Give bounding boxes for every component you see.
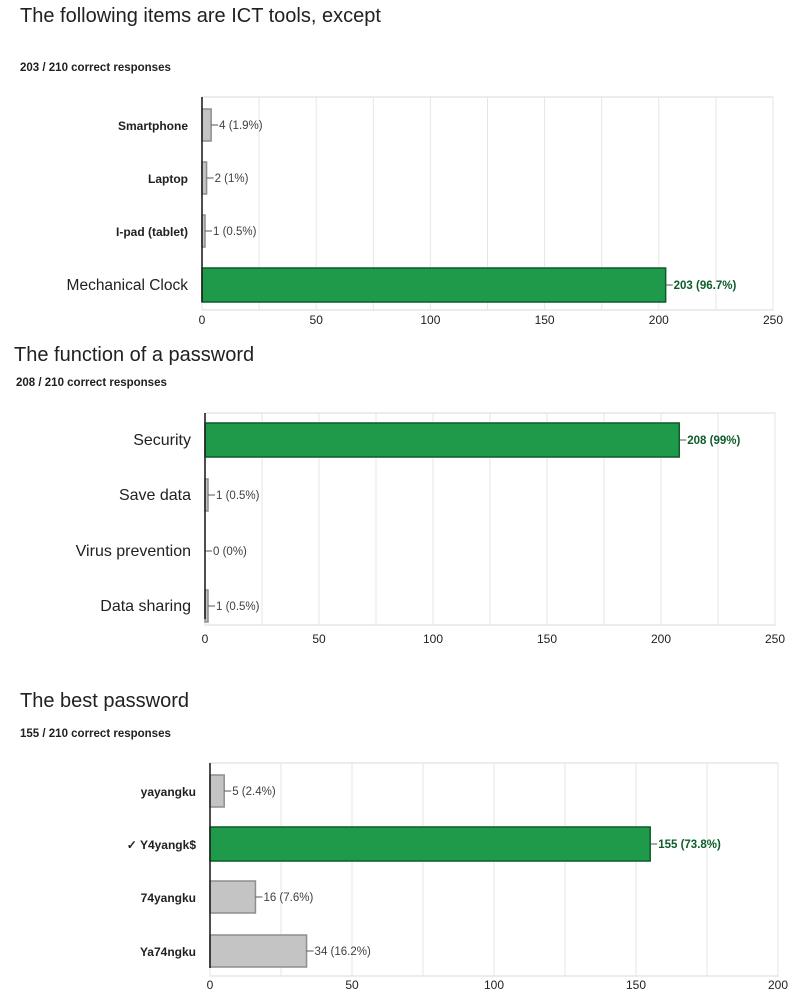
x-tick-label: 150 (626, 978, 646, 992)
question-1-correct-count: 203 / 210 correct responses (20, 62, 171, 74)
category-label: Smartphone (118, 119, 188, 133)
bar-correct (201, 267, 667, 303)
data-label: 208 (99%) (687, 435, 740, 447)
x-tick-label: 0 (199, 313, 206, 327)
x-tick-label: 100 (420, 313, 440, 327)
data-label: 1 (0.5%) (216, 490, 260, 502)
data-label: 0 (0%) (213, 546, 247, 558)
category-label: Mechanical Clock (67, 277, 189, 294)
bar-correct (204, 422, 680, 458)
data-label: 4 (1.9%) (219, 120, 263, 132)
category-label: yayangku (141, 785, 196, 799)
category-label: I-pad (tablet) (116, 225, 188, 239)
question-1-chart: 0 50 100 150 200 250 Smartphone 4 (1.9%) Laptop 2… (67, 96, 783, 327)
data-label: 203 (96.7%) (674, 280, 737, 292)
x-tick-label: 0 (202, 632, 209, 646)
bar-correct (209, 826, 651, 862)
question-2-chart: 0 50 100 150 200 250 Security 208 (99%) Save dat… (76, 412, 785, 646)
category-label: ✓ Y4yangk$ (127, 838, 197, 852)
x-tick-label: 250 (765, 632, 785, 646)
x-tick-label: 200 (649, 313, 669, 327)
data-label: 5 (2.4%) (232, 786, 276, 798)
data-label: 34 (16.2%) (315, 946, 371, 958)
category-label: 74yangku (141, 891, 196, 905)
category-label: Save data (119, 487, 191, 504)
category-label: Security (133, 432, 191, 449)
question-3-chart: 0 50 100 150 200 yayangku 5 (2.4%) ✓ Y4yangk$ 15… (127, 762, 788, 992)
data-label: 155 (73.8%) (658, 839, 721, 851)
x-tick-label: 150 (537, 632, 557, 646)
data-label: 1 (0.5%) (216, 601, 260, 613)
x-tick-label: 50 (310, 313, 324, 327)
x-tick-label: 200 (651, 632, 671, 646)
question-2-title: The function of a password (14, 344, 255, 366)
category-label: Data sharing (100, 598, 191, 615)
x-tick-label: 100 (423, 632, 443, 646)
bar (209, 774, 225, 808)
question-2-correct-count: 208 / 210 correct responses (16, 377, 167, 389)
data-label: 2 (1%) (215, 173, 249, 185)
x-tick-label: 150 (535, 313, 555, 327)
question-3-title: The best password (20, 690, 189, 712)
data-label: 16 (7.6%) (263, 892, 313, 904)
x-tick-label: 50 (345, 978, 359, 992)
category-label: Virus prevention (76, 543, 191, 560)
category-label: Laptop (148, 172, 188, 186)
question-1-title: The following items are ICT tools, excep… (20, 5, 381, 27)
x-tick-label: 50 (312, 632, 326, 646)
bar (201, 108, 212, 142)
bar (209, 880, 257, 914)
bar (209, 934, 308, 968)
x-tick-label: 100 (484, 978, 504, 992)
question-3-correct-count: 155 / 210 correct responses (20, 728, 171, 740)
x-tick-label: 250 (763, 313, 783, 327)
x-tick-label: 200 (768, 978, 788, 992)
x-tick-label: 0 (207, 978, 214, 992)
data-label: 1 (0.5%) (213, 226, 257, 238)
category-label: Ya74ngku (140, 945, 196, 959)
